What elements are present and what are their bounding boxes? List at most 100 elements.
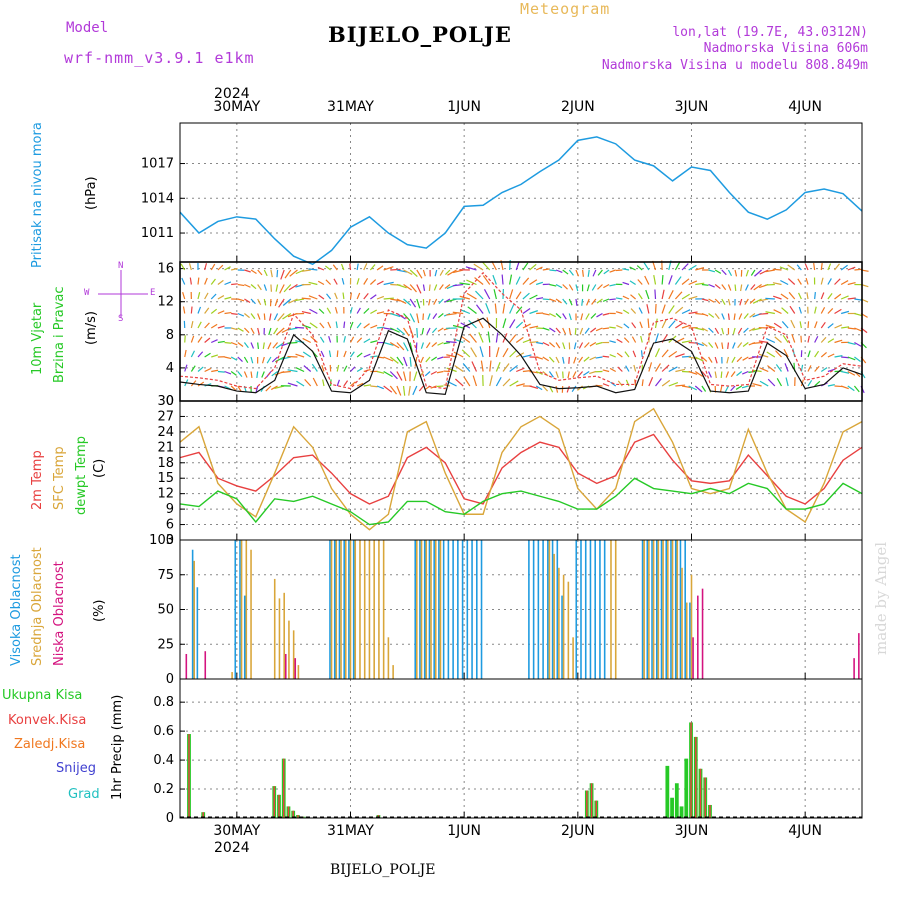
- wind-arrow: [765, 269, 775, 273]
- wind-arrow: [237, 356, 243, 363]
- wind-arrow: [752, 298, 762, 304]
- wind-arrow: [243, 327, 250, 334]
- wind-arrow: [625, 379, 630, 387]
- wind-arrow: [742, 342, 749, 347]
- wind-arrow: [591, 298, 597, 305]
- wind-arrow: [584, 327, 590, 334]
- y-tick-label: 3: [166, 533, 174, 548]
- wind-arrow: [190, 335, 195, 343]
- wind-arrow: [796, 264, 802, 271]
- wind-arrow: [759, 380, 769, 387]
- day-label-top: 2JUN: [560, 99, 595, 115]
- wind-arrow: [688, 385, 698, 391]
- wind-arrow: [421, 327, 425, 335]
- wind-arrow: [542, 371, 549, 377]
- wind-arrow: [403, 313, 411, 322]
- wind-arrow: [376, 265, 384, 271]
- wind-arrow: [625, 365, 630, 372]
- wind-arrow: [250, 342, 255, 349]
- wind-arrow: [349, 292, 352, 300]
- wind-arrow: [416, 327, 419, 338]
- wind-arrow: [376, 295, 385, 300]
- wind-arrow: [363, 338, 371, 344]
- wind-arrow: [727, 269, 733, 277]
- wind-arrow: [495, 376, 502, 387]
- wind-arrow: [609, 298, 616, 301]
- y-tick-label: 50: [157, 603, 174, 618]
- wind-arrow: [633, 364, 637, 372]
- wind-arrow: [688, 311, 698, 315]
- wind-arrow: [749, 298, 756, 304]
- legend-freezing-rain: Zaledj.Kisa: [14, 737, 86, 752]
- wind-arrow: [312, 377, 318, 387]
- wind-arrow: [325, 265, 331, 271]
- wind-arrow: [807, 335, 810, 343]
- wind-arrow: [555, 371, 559, 379]
- wind-arrow: [363, 263, 368, 271]
- wind-arrow: [250, 313, 256, 320]
- wind-arrow: [555, 385, 559, 393]
- wind-arrow: [522, 354, 532, 358]
- wind-arrow: [340, 263, 345, 271]
- wind-arrow: [356, 322, 362, 329]
- wind-arrow: [734, 269, 738, 277]
- wind-arrow: [529, 263, 537, 271]
- wind-arrow: [287, 369, 298, 373]
- wind-arrow: [250, 356, 254, 364]
- wind-arrow: [250, 284, 257, 290]
- wind-arrow: [356, 337, 363, 343]
- wind-arrow: [820, 367, 828, 372]
- wind-arrow: [431, 342, 438, 348]
- wind-arrow: [630, 308, 637, 314]
- day-label-top: 31MAY: [327, 99, 374, 115]
- wind-arrow: [740, 284, 743, 292]
- wind-arrow: [427, 313, 431, 320]
- day-label-top: 1JUN: [447, 99, 482, 115]
- wind-arrow: [789, 305, 796, 314]
- wind-arrow: [210, 308, 218, 314]
- mid-cloud-bar: [662, 540, 664, 679]
- wind-arrow: [301, 310, 311, 315]
- wind-arrow: [632, 350, 637, 358]
- wind-arrow: [204, 367, 212, 373]
- day-label-bottom: 2JUN: [560, 823, 595, 839]
- wind-arrow: [197, 366, 204, 372]
- y-tick-label: 4: [166, 361, 174, 376]
- wind-arrow: [854, 268, 863, 271]
- wind-arrow: [609, 340, 616, 344]
- wind-arrow: [562, 284, 568, 290]
- wind-arrow: [721, 284, 727, 291]
- mid-cloud-bar: [368, 540, 371, 679]
- wind-arrow: [363, 323, 370, 329]
- legend-hail: Grad: [68, 787, 100, 802]
- wind-arrow: [211, 339, 218, 344]
- wind-arrow: [579, 327, 584, 335]
- lonlat-label: lon,lat (19.7E, 43.0312N): [672, 25, 868, 40]
- wind-arrow: [383, 297, 394, 300]
- wind-arrow: [189, 277, 192, 285]
- wind-arrow: [243, 371, 248, 378]
- mid-cloud-bar: [250, 549, 252, 679]
- wind-arrow: [336, 379, 340, 387]
- wind-arrow: [273, 313, 279, 321]
- wind-arrow: [452, 311, 464, 315]
- wind-arrow: [555, 342, 561, 349]
- wind-arrow: [714, 313, 720, 320]
- wind-arrow: [708, 283, 715, 288]
- wind-arrow: [217, 295, 225, 300]
- wind-arrow: [732, 342, 736, 349]
- wind-arrow: [197, 321, 202, 329]
- wind-arrow: [509, 380, 519, 387]
- mid-cloud-bar: [567, 581, 570, 679]
- mid-cloud-bar: [439, 540, 442, 679]
- wind-arrow: [727, 313, 730, 321]
- wind-arrow: [854, 356, 861, 362]
- wind-arrow: [325, 279, 332, 285]
- wind-arrow: [577, 385, 583, 391]
- wind-arrow: [645, 289, 650, 300]
- wind-arrow: [675, 306, 684, 314]
- wind-arrow: [609, 269, 616, 273]
- wind-arrow: [721, 298, 726, 305]
- mid-cloud-bar: [354, 540, 357, 679]
- wind-arrow: [438, 298, 444, 305]
